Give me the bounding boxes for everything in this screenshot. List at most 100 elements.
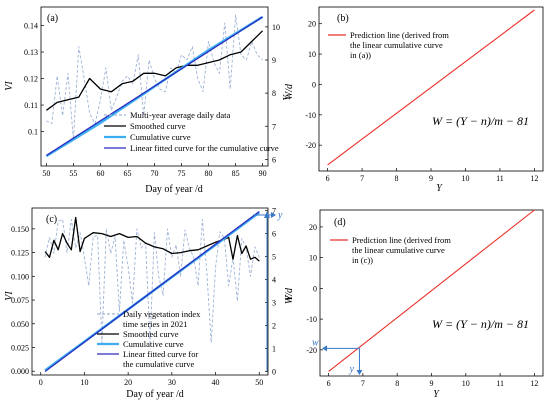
arrow-head xyxy=(322,345,327,352)
y-tick-label: -10 xyxy=(306,315,317,324)
panel-b-ylabel: W/d xyxy=(284,83,295,100)
legend-label: time series in 2021 xyxy=(123,319,187,329)
x-tick-label: 8 xyxy=(395,379,399,388)
series-prediction-line xyxy=(328,209,535,372)
panel-c: (c) Day of year /d VI Y 0 10 20 30 40 500.000… xyxy=(4,206,295,400)
panel-b-label: (b) xyxy=(337,13,349,24)
y-tick-label: 20 xyxy=(308,20,316,29)
series-smoothed-line xyxy=(46,30,264,111)
y-tick-label: 0.150 xyxy=(11,225,29,234)
x-tick-label: 7 xyxy=(360,174,364,183)
panel-d: (d) Y W/d W = (Y − n)/m − 81 6 7 8 9 10 11 12 -… xyxy=(284,209,544,400)
y-tick-label: 0.1 xyxy=(28,128,38,137)
x-tick-label: 7 xyxy=(361,379,365,388)
arrow-head xyxy=(356,370,363,375)
y2-tick-label: 7 xyxy=(272,206,276,215)
legend-label: in (a)) xyxy=(350,50,371,60)
y-tick-label: 10 xyxy=(308,50,316,59)
y-tick-label: -10 xyxy=(305,111,316,120)
y2-tick-label: 10 xyxy=(272,23,280,32)
legend-label: in (c)) xyxy=(352,255,373,265)
x-tick-label: 12 xyxy=(530,174,538,183)
y-tick-label: 0.025 xyxy=(11,343,29,352)
y2-tick-label: 9 xyxy=(272,56,276,65)
legend-label: the cumulative curve xyxy=(123,359,195,369)
legend-label: Linear fitted curve for the cumulative c… xyxy=(130,143,279,153)
y2-tick-label: 0 xyxy=(272,368,276,377)
panel-d-ylabel: W/d xyxy=(284,287,295,304)
y2-tick-label: 6 xyxy=(272,155,276,164)
legend-label: the linear cumulative curve xyxy=(352,245,445,255)
x-tick-label: 6 xyxy=(326,174,330,183)
y-tick-label: 0.14 xyxy=(24,22,38,31)
y2-tick-label: 3 xyxy=(272,298,276,307)
panel-a: (a) Day of year /d VI Y 50 55 60 65 70 75 80 85… xyxy=(4,6,293,195)
y-tick-label: 20 xyxy=(309,223,317,232)
panel-a-label: (a) xyxy=(47,13,58,24)
x-tick-label: 9 xyxy=(430,379,434,388)
y2-tick-label: 2 xyxy=(272,321,276,330)
x-tick-label: 6 xyxy=(327,379,331,388)
x-tick-label: 12 xyxy=(530,379,538,388)
legend-label: Cumulative curve xyxy=(130,132,191,142)
y-tick-label: -20 xyxy=(305,141,316,150)
y-tick-label: 0.050 xyxy=(11,320,29,329)
annotation-y-label: y xyxy=(348,364,354,375)
y-tick-label: 0 xyxy=(313,284,317,293)
x-tick-label: 70 xyxy=(151,169,159,178)
x-tick-label: 90 xyxy=(259,169,267,178)
y2-tick-label: 4 xyxy=(272,275,276,284)
series-prediction-line xyxy=(327,9,535,166)
x-tick-label: 10 xyxy=(461,174,469,183)
legend-label: Prediction line (derived from xyxy=(350,30,449,40)
panel-c-y2label: Y xyxy=(284,294,295,301)
panel-a-xlabel: Day of year /d xyxy=(145,184,202,195)
legend-label: Smoothed curve xyxy=(123,329,179,339)
panel-d-xlabel: Y xyxy=(433,389,440,400)
y-tick-label: 0.100 xyxy=(11,272,29,281)
y-tick-label: 0.000 xyxy=(11,367,29,376)
x-tick-label: 75 xyxy=(178,169,186,178)
y-tick-label: 10 xyxy=(309,254,317,263)
panel-b-equation: W = (Y − n)/m − 81 xyxy=(432,114,529,128)
legend-label: Cumulative curve xyxy=(123,339,184,349)
y2-tick-label: 8 xyxy=(272,89,276,98)
x-tick-label: 0 xyxy=(39,378,43,387)
y-tick-label: 0 xyxy=(312,80,316,89)
y-tick-label: 0.075 xyxy=(11,296,29,305)
panel-a-y2label: Y xyxy=(282,94,293,101)
panel-c-frame xyxy=(31,207,269,376)
x-tick-label: 11 xyxy=(496,379,504,388)
x-tick-label: 10 xyxy=(80,378,88,387)
panel-b-xlabel: Y xyxy=(436,183,443,194)
panel-c-xlabel: Day of year /d xyxy=(126,389,183,400)
y2-tick-label: 7 xyxy=(272,122,276,131)
panel-d-equation: W = (Y − n)/m − 81 xyxy=(432,317,529,331)
panel-c-ylabel: VI xyxy=(4,291,15,301)
x-tick-label: 30 xyxy=(168,378,176,387)
panel-a-ylabel: VI xyxy=(4,81,15,91)
series-smoothed-line xyxy=(44,216,260,262)
legend-label: the linear cumulative curve xyxy=(350,40,443,50)
panel-c-label: (c) xyxy=(46,214,57,225)
legend-label: Linear fitted curve for xyxy=(123,349,198,359)
x-tick-label: 50 xyxy=(42,169,50,178)
x-tick-label: 10 xyxy=(462,379,470,388)
y-tick-label: 0.13 xyxy=(24,48,38,57)
x-tick-label: 65 xyxy=(123,169,131,178)
x-tick-label: 50 xyxy=(255,378,263,387)
x-tick-label: 40 xyxy=(212,378,220,387)
x-tick-label: 20 xyxy=(124,378,132,387)
y-tick-label: 0.11 xyxy=(24,101,38,110)
y2-tick-label: 1 xyxy=(272,345,276,354)
x-tick-label: 11 xyxy=(496,174,504,183)
x-tick-label: 80 xyxy=(205,169,213,178)
panel-b: (b) Y W/d W = (Y − n)/m − 81 6 7 8 9 10 11 12 -… xyxy=(284,6,544,194)
annotation-y-label: y xyxy=(277,210,283,221)
legend-label: Multi-year average daily data xyxy=(130,110,231,120)
y-tick-label: 0.125 xyxy=(11,249,29,258)
series-multi_year-line xyxy=(44,218,260,344)
series-multi_year-line xyxy=(46,14,263,140)
series-fitted-line xyxy=(46,16,263,156)
